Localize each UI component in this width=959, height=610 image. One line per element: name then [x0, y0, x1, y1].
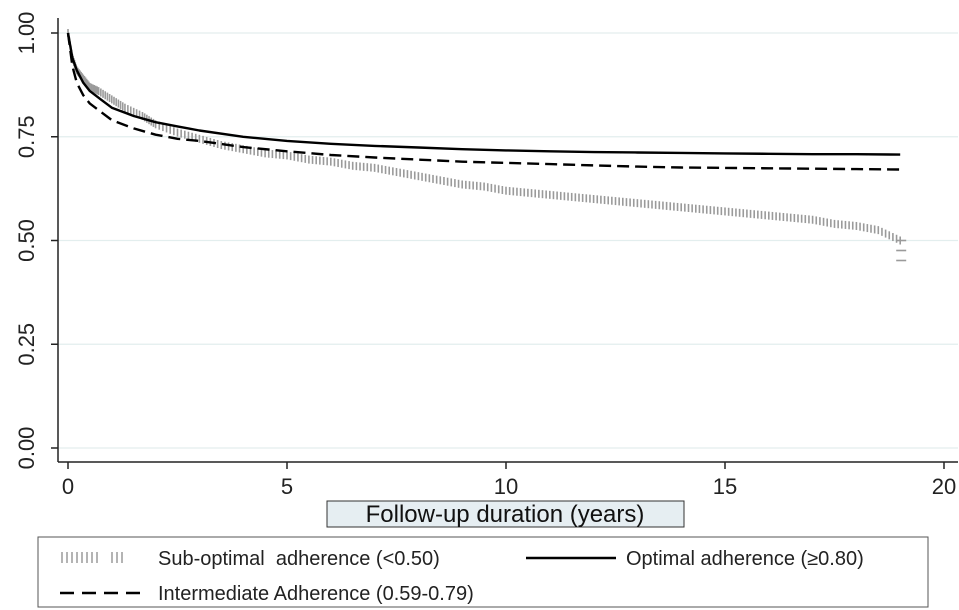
series-line-solid	[66, 32, 901, 156]
legend-item-optimal: Optimal adherence (≥0.80)	[526, 548, 864, 570]
x-tick-label: 15	[713, 474, 737, 499]
x-tick-label: 20	[932, 474, 956, 499]
legend-label: Sub-optimal adherence (<0.50)	[158, 548, 440, 570]
legend-item-sub-optimal: Sub-optimal adherence (<0.50)	[61, 548, 440, 570]
series-solid	[66, 32, 901, 156]
x-tick-label: 10	[494, 474, 518, 499]
y-tick-label: 0.50	[14, 219, 39, 262]
x-tick-label: 0	[62, 474, 74, 499]
grid-lines	[58, 32, 958, 449]
series-censor-marks	[67, 29, 907, 262]
y-tick-label: 1.00	[14, 12, 39, 55]
x-tick-label: 5	[281, 474, 293, 499]
x-axis-label-box	[326, 500, 685, 528]
y-tick-label: 0.25	[14, 323, 39, 366]
legend-box	[37, 536, 929, 608]
legend-swatch-censor-marks	[61, 552, 123, 563]
x-ticks: 0 5 10 15 20	[62, 462, 956, 499]
y-tick-label: 0.75	[14, 115, 39, 158]
legend-item-intermediate: Intermediate Adherence (0.59-0.79)	[60, 583, 474, 605]
legend: Sub-optimal adherence (<0.50) Optimal ad…	[37, 536, 929, 608]
series-layer	[66, 29, 907, 262]
y-tick-label: 0.00	[14, 427, 39, 470]
series-dashed	[66, 32, 901, 171]
legend-label: Optimal adherence (≥0.80)	[626, 548, 864, 570]
series-line-dashed	[66, 32, 901, 171]
y-ticks: 0.00 0.25 0.50 0.75 1.00	[14, 12, 58, 470]
legend-label: Intermediate Adherence (0.59-0.79)	[158, 583, 474, 605]
x-axis-label: Follow-up duration (years)	[366, 501, 645, 528]
